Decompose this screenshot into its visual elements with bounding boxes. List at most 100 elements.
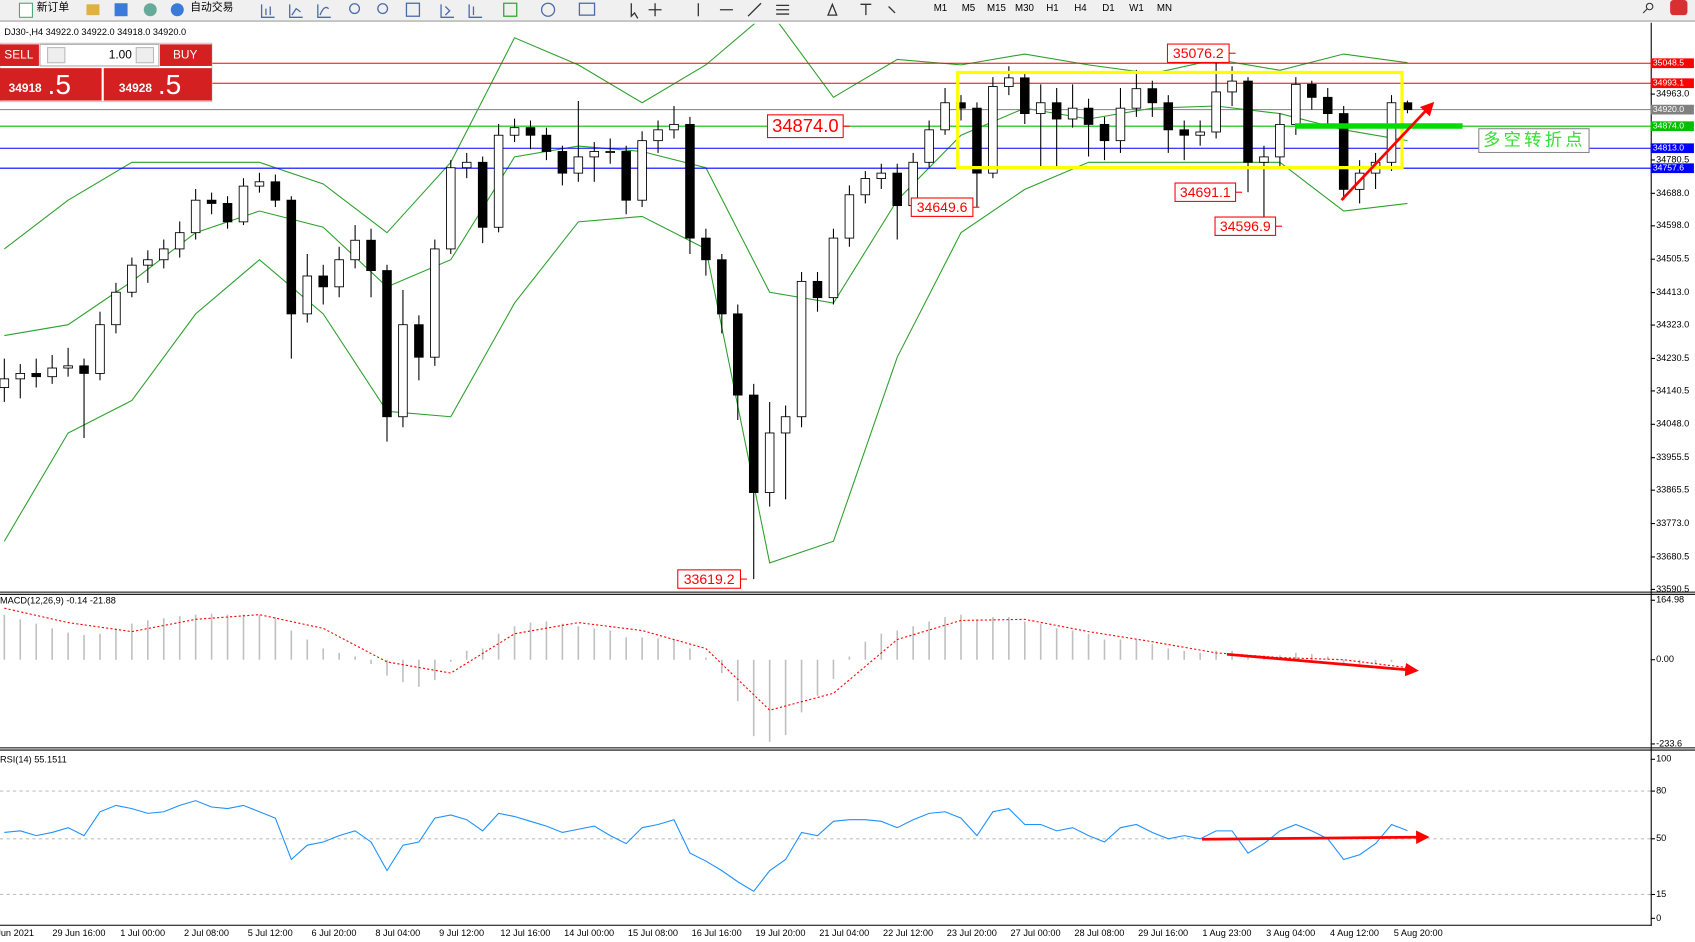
buy-price[interactable]: 34928 [119, 81, 152, 95]
drawing-tools[interactable] [630, 2, 896, 19]
candle-body [318, 275, 328, 288]
x-tick-label: 16 Jul 16:00 [692, 928, 742, 938]
tool-icon[interactable] [440, 4, 455, 18]
toolbar-icon[interactable] [114, 3, 128, 17]
candle-body [1131, 88, 1142, 109]
lots-up[interactable] [135, 47, 155, 64]
range-box [956, 70, 1404, 170]
candle-body [796, 280, 807, 418]
price-level-label: 34993.1 [1653, 78, 1684, 88]
band-upper [3, 23, 1408, 250]
rsi-arrow [1202, 830, 1430, 844]
buy-label[interactable]: BUY [173, 47, 197, 61]
timeframe-button[interactable]: D1 [1102, 3, 1114, 14]
candle-body [860, 178, 871, 196]
indicator-icon[interactable] [503, 2, 518, 17]
timeframe-button[interactable]: M30 [1015, 3, 1034, 14]
y-tick-label: 0 [1656, 913, 1661, 923]
candle-body [605, 151, 615, 153]
toolbar-icon[interactable] [143, 3, 157, 17]
candle-body [1338, 113, 1349, 190]
candle-body [828, 237, 839, 299]
candle-body [414, 324, 424, 358]
zoom-in[interactable] [349, 3, 361, 15]
candle-body [366, 239, 376, 272]
x-tick-label: 8 Jul 04:00 [375, 928, 420, 938]
x-tick-label: 14 Jul 00:00 [564, 928, 614, 938]
period-icon[interactable] [540, 2, 556, 17]
y-tick-label: 33590.5 [1656, 584, 1689, 594]
auto-trading-button[interactable]: 自动交易 [190, 0, 233, 13]
candle-body [1147, 88, 1158, 104]
x-tick-label: 3 Aug 04:00 [1266, 928, 1315, 938]
candle-body [844, 194, 855, 239]
timeframe-button[interactable]: W1 [1129, 3, 1144, 14]
trade-panel: SELL 1.00 BUY 34918 .5 34928 .5 [0, 42, 213, 103]
timeframe-button[interactable]: M15 [987, 3, 1006, 14]
timeframe-button[interactable]: H1 [1046, 3, 1058, 14]
y-tick-label: 33680.5 [1656, 551, 1689, 561]
y-tick-label: 33955.5 [1656, 452, 1689, 462]
y-tick-label: 34048.0 [1656, 419, 1689, 429]
candle-body [446, 167, 456, 250]
macd-pane [3, 607, 1409, 742]
axes: 35048.5 34993.1 34920.0 34874.0 34813.0 34757… [0, 58, 1694, 938]
macd-title: MACD(12,26,9) -0.14 -21.88 [0, 596, 116, 606]
candle-body [573, 156, 584, 174]
sell-button[interactable] [0, 44, 39, 66]
x-tick-label: 19 Jul 20:00 [755, 928, 805, 938]
timeframe-button[interactable]: MN [1157, 3, 1172, 14]
sell-label[interactable]: SELL [4, 47, 33, 61]
y-tick-label: 100 [1656, 754, 1671, 764]
candle-body [1307, 83, 1317, 98]
timeframe-button[interactable]: M5 [962, 3, 976, 14]
x-tick-label: 23 Jul 20:00 [947, 928, 997, 938]
tool-icon[interactable] [260, 4, 275, 18]
price-level-label: 34813.0 [1653, 143, 1684, 153]
candle-body [748, 394, 759, 493]
new-order-button[interactable]: 新订单 [37, 0, 70, 13]
x-tick-label: 12 Jul 16:00 [500, 928, 550, 938]
template-icon[interactable] [578, 2, 596, 16]
y-tick-label: 0.00 [1656, 654, 1674, 664]
y-tick-label: 33865.5 [1656, 485, 1689, 495]
candle-body [15, 372, 26, 380]
candle-body [557, 151, 568, 174]
buy-price-pips[interactable]: .5 [158, 69, 181, 100]
buy-button[interactable] [159, 44, 212, 66]
lots-down[interactable] [47, 47, 66, 64]
x-tick-label: 2 Jul 08:00 [184, 928, 229, 938]
price-level-tag [1650, 58, 1694, 69]
buy-price-box[interactable] [103, 68, 212, 101]
candle-body [1386, 102, 1397, 163]
sell-price[interactable]: 34918 [9, 81, 42, 95]
timeframe-button[interactable]: H4 [1074, 3, 1087, 14]
candle-body [621, 151, 631, 201]
new-order-icon[interactable] [18, 2, 33, 18]
tile-icon[interactable] [405, 2, 421, 17]
tool-icon[interactable] [317, 4, 331, 18]
toolbar-icon[interactable] [86, 4, 100, 16]
price-level-tag [1650, 143, 1694, 154]
price-level-tag [1650, 78, 1694, 89]
annotation-label: 33619.2 [684, 571, 735, 587]
search-icon[interactable] [1642, 2, 1654, 14]
lots-value[interactable]: 1.00 [109, 47, 133, 61]
y-tick-label: 50 [1656, 833, 1666, 843]
auto-trading-icon[interactable] [170, 3, 184, 17]
tool-icon[interactable] [468, 4, 483, 18]
timeframe-button[interactable]: M1 [934, 3, 948, 14]
sell-price-pips[interactable]: .5 [48, 69, 71, 100]
alert-badge[interactable] [1670, 0, 1688, 16]
tool-icon[interactable] [289, 4, 303, 18]
lots-input[interactable] [39, 43, 160, 67]
candle-body [174, 232, 185, 250]
price-level-tag [1650, 121, 1694, 132]
y-tick-label: 34413.0 [1656, 287, 1689, 297]
zoom-out[interactable] [377, 3, 389, 15]
x-tick-label: 28 Jul 08:00 [1074, 928, 1124, 938]
rsi-line [4, 800, 1408, 893]
annotation-label: 34649.6 [917, 199, 968, 215]
sell-price-box[interactable] [0, 68, 102, 101]
